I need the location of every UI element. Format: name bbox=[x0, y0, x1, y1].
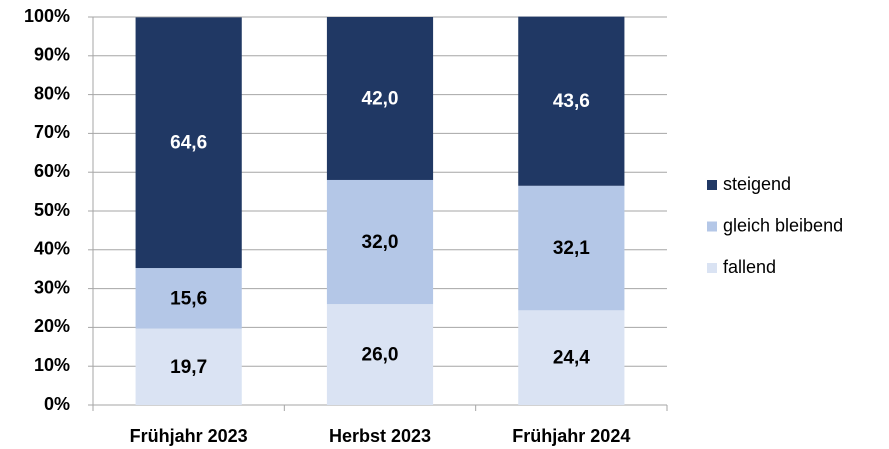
legend-swatch bbox=[707, 221, 717, 232]
value-label: 15,6 bbox=[170, 288, 207, 309]
legend-label: fallend bbox=[723, 257, 776, 277]
bar-segment bbox=[135, 17, 242, 269]
y-tick-label: 70% bbox=[34, 122, 70, 142]
x-tick-label: Frühjahr 2024 bbox=[512, 426, 630, 446]
bar-segment bbox=[326, 17, 434, 180]
bar-segment bbox=[135, 268, 242, 329]
y-tick-label: 40% bbox=[34, 239, 70, 259]
legend-label: gleich bleibend bbox=[723, 215, 843, 235]
y-tick-label: 0% bbox=[44, 394, 70, 414]
bar-segment bbox=[518, 310, 625, 405]
y-tick-label: 100% bbox=[24, 6, 70, 26]
x-tick-label: Herbst 2023 bbox=[329, 426, 431, 446]
y-tick-label: 30% bbox=[34, 277, 70, 297]
legend-swatch bbox=[707, 180, 717, 190]
legend-swatch bbox=[707, 263, 717, 273]
y-tick-label: 10% bbox=[34, 355, 70, 375]
value-label: 26,0 bbox=[362, 345, 399, 366]
x-tick-label: Frühjahr 2023 bbox=[130, 426, 248, 446]
y-tick-label: 20% bbox=[34, 316, 70, 336]
bar-segment bbox=[326, 179, 434, 305]
bar-segment bbox=[518, 185, 625, 311]
value-label: 42,0 bbox=[362, 88, 399, 109]
y-tick-label: 60% bbox=[34, 161, 70, 181]
value-label: 19,7 bbox=[170, 357, 207, 378]
bar-segment bbox=[326, 304, 434, 405]
y-tick-label: 80% bbox=[34, 83, 70, 103]
bar-segment bbox=[518, 16, 625, 186]
value-label: 32,1 bbox=[553, 238, 590, 259]
value-label: 64,6 bbox=[170, 133, 207, 154]
y-tick-label: 50% bbox=[34, 200, 70, 220]
legend-label: steigend bbox=[723, 174, 791, 194]
value-label: 24,4 bbox=[553, 348, 590, 369]
bar-segment bbox=[135, 328, 242, 405]
y-tick-label: 90% bbox=[34, 45, 70, 65]
value-label: 32,0 bbox=[362, 232, 399, 253]
value-label: 43,6 bbox=[553, 91, 590, 112]
